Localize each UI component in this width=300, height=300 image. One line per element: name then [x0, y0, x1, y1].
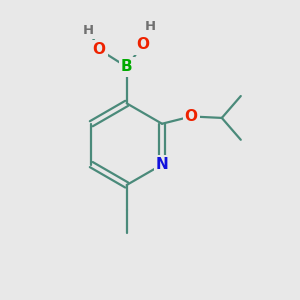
- Text: O: O: [185, 109, 198, 124]
- Text: B: B: [121, 59, 133, 74]
- Text: O: O: [136, 38, 149, 52]
- Text: N: N: [156, 157, 168, 172]
- Text: H: H: [83, 24, 94, 37]
- Text: H: H: [144, 20, 156, 32]
- Text: O: O: [92, 42, 106, 57]
